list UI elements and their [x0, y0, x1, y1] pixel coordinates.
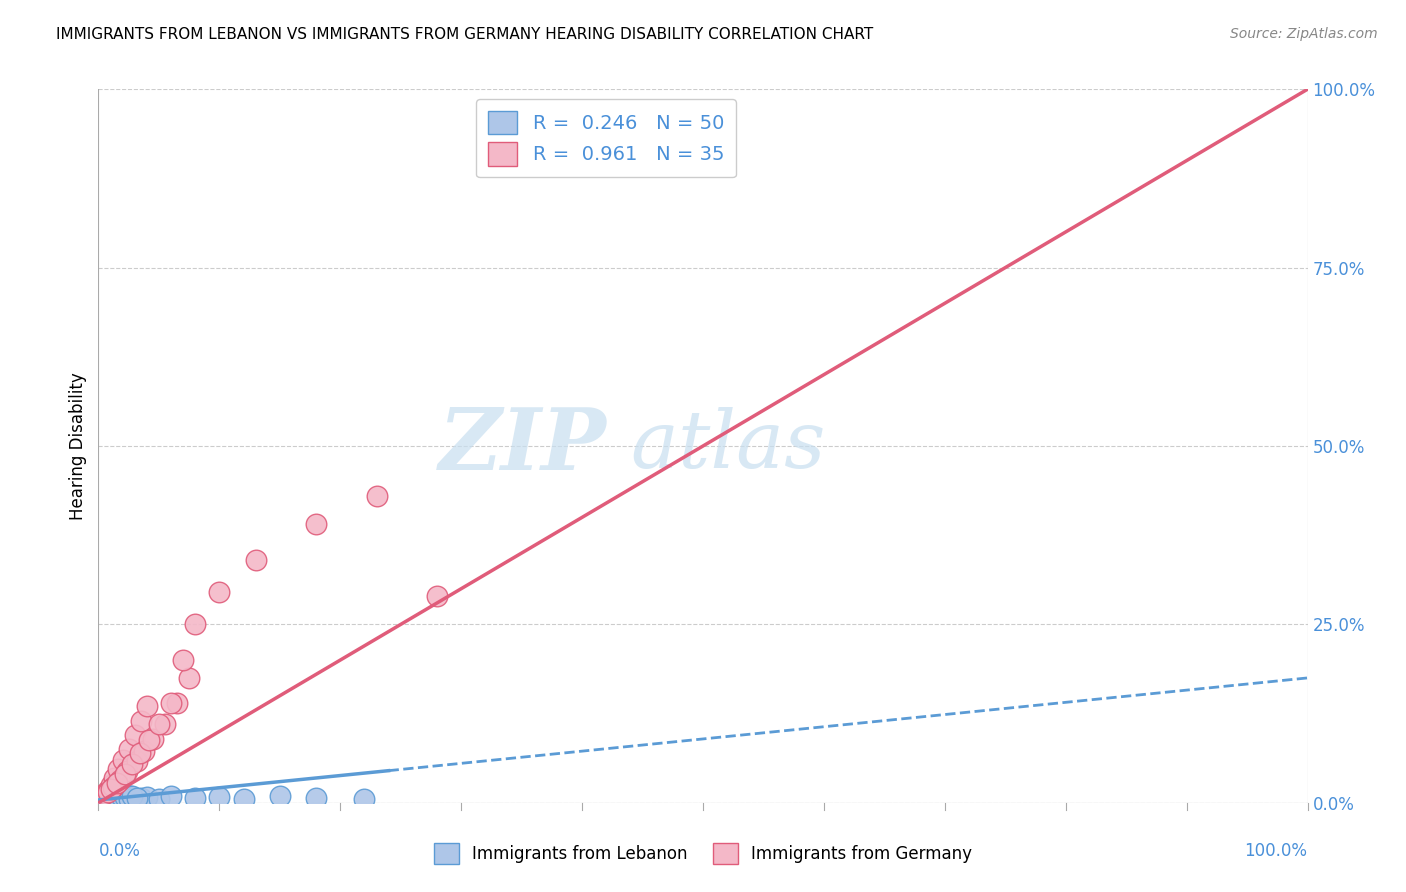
Point [122, 790, 145, 805]
Point [114, 767, 136, 781]
Point [100, 778, 122, 792]
Point [121, 789, 143, 804]
Point [108, 789, 131, 803]
Point [111, 789, 134, 804]
Point [127, 790, 149, 805]
Text: 0.0%: 0.0% [98, 842, 141, 860]
Point [118, 789, 141, 804]
Point [135, 699, 157, 714]
Point [179, 671, 201, 685]
Point [135, 790, 157, 805]
Point [100, 781, 122, 796]
Point [104, 790, 127, 805]
Point [153, 717, 176, 731]
Point [98, 790, 121, 805]
Point [110, 789, 132, 804]
Point [245, 553, 267, 567]
Point [121, 790, 143, 805]
Point [104, 789, 127, 804]
Point [111, 753, 134, 767]
Point [208, 585, 231, 599]
Point [129, 714, 152, 728]
Point [269, 789, 291, 804]
Point [93, 793, 115, 807]
Point [103, 771, 125, 785]
Point [118, 742, 141, 756]
Point [426, 589, 449, 603]
Point [148, 791, 170, 805]
Point [93, 787, 115, 801]
Point [172, 653, 194, 667]
Legend: R =  0.246   N = 50, R =  0.961   N = 35: R = 0.246 N = 50, R = 0.961 N = 35 [477, 99, 737, 178]
Point [107, 762, 129, 776]
Point [101, 789, 124, 803]
Point [160, 696, 183, 710]
Point [108, 772, 131, 787]
Point [97, 790, 120, 805]
Point [160, 789, 183, 804]
Point [305, 790, 328, 805]
Point [97, 783, 120, 797]
Point [366, 489, 388, 503]
Point [91, 791, 114, 805]
Point [107, 790, 129, 805]
Point [105, 776, 128, 790]
Legend: Immigrants from Lebanon, Immigrants from Germany: Immigrants from Lebanon, Immigrants from… [427, 837, 979, 871]
Point [112, 790, 135, 805]
Point [94, 792, 117, 806]
Point [129, 790, 152, 805]
Point [100, 792, 122, 806]
Point [115, 790, 138, 805]
Point [100, 791, 122, 805]
Point [111, 790, 134, 805]
Point [98, 790, 121, 805]
Text: 100.0%: 100.0% [1244, 842, 1308, 860]
Point [208, 790, 231, 805]
Point [142, 731, 165, 746]
Point [103, 790, 125, 805]
Point [124, 728, 146, 742]
Point [108, 788, 131, 802]
Point [96, 789, 118, 804]
Point [148, 717, 170, 731]
Point [110, 789, 132, 803]
Text: ZIP: ZIP [439, 404, 606, 488]
Point [124, 791, 146, 805]
Point [120, 790, 142, 805]
Point [101, 780, 124, 794]
Text: Source: ZipAtlas.com: Source: ZipAtlas.com [1230, 27, 1378, 41]
Point [93, 792, 115, 806]
Point [184, 617, 207, 632]
Point [101, 789, 124, 804]
Point [117, 792, 139, 806]
Point [305, 517, 328, 532]
Point [114, 791, 136, 805]
Point [117, 764, 139, 779]
Point [128, 746, 150, 760]
Text: IMMIGRANTS FROM LEBANON VS IMMIGRANTS FROM GERMANY HEARING DISABILITY CORRELATIO: IMMIGRANTS FROM LEBANON VS IMMIGRANTS FR… [56, 27, 873, 42]
Point [353, 791, 375, 805]
Y-axis label: Hearing Disability: Hearing Disability [69, 372, 87, 520]
Point [118, 789, 141, 803]
Point [127, 755, 149, 769]
Point [121, 756, 143, 771]
Point [97, 785, 120, 799]
Point [184, 790, 207, 805]
Point [138, 733, 160, 747]
Point [232, 791, 254, 805]
Point [100, 791, 122, 805]
Point [107, 791, 129, 805]
Text: atlas: atlas [630, 408, 825, 484]
Point [97, 790, 120, 805]
Point [105, 790, 128, 805]
Point [134, 744, 156, 758]
Point [118, 791, 141, 805]
Point [166, 696, 188, 710]
Point [114, 790, 136, 805]
